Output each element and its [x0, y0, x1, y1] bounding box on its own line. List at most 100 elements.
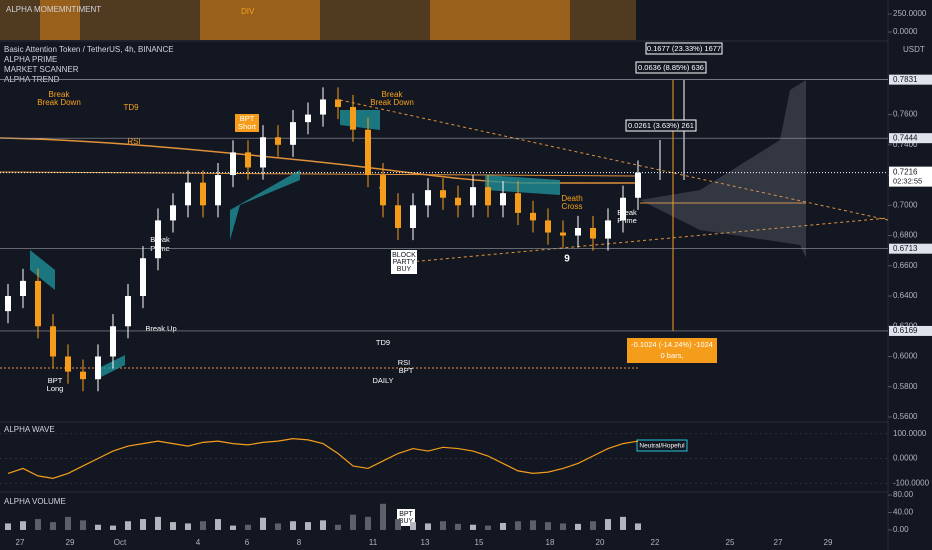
measure-label: 0.0636 (8.85%) 636 — [638, 63, 704, 72]
measure-label: 0 bars, — [661, 351, 684, 360]
y-tick-label: 100.0000 — [893, 429, 927, 438]
x-tick-label: 22 — [651, 538, 660, 547]
signal-label: BPT — [399, 511, 413, 518]
annotation: RSI — [398, 358, 411, 367]
volume-bar — [185, 523, 191, 530]
annotation: Short — [238, 122, 257, 131]
price-level-box — [889, 74, 932, 85]
trend-ribbon — [230, 170, 300, 240]
annotation: Death — [561, 194, 582, 203]
momentum-band — [200, 0, 320, 40]
candle-body — [230, 152, 236, 176]
volume-bar — [530, 520, 536, 530]
measure-label: 0.1677 (23.33%) 1677 — [647, 44, 721, 53]
candle-body — [320, 99, 326, 115]
x-tick-label: 11 — [369, 538, 378, 547]
candle-body — [305, 114, 311, 123]
annotation: DAILY — [372, 376, 393, 385]
volume-bar — [110, 525, 116, 530]
candle-body — [335, 99, 341, 108]
candle-body — [65, 356, 71, 372]
volume-bar — [20, 521, 26, 530]
y-tick-label: 0.6200 — [893, 321, 918, 330]
signal-label: BUY — [399, 518, 414, 525]
volume-bar — [230, 525, 236, 530]
measure-label: -0.1024 (-14.24%) -1024 — [631, 340, 713, 349]
price-level-box — [889, 243, 932, 254]
x-tick-label: 27 — [774, 538, 783, 547]
y-tick-label: 40.00 — [893, 508, 914, 517]
annotation-box — [391, 250, 417, 274]
pane-title: ALPHA WAVE — [4, 425, 55, 434]
annotation: Break Down — [37, 98, 81, 107]
y-tick-label: 0.00 — [893, 525, 909, 534]
y-tick-label: 0.7000 — [893, 200, 918, 209]
annotation: BPT — [399, 366, 414, 375]
y-tick-label: 0.6400 — [893, 291, 918, 300]
price-level-label: 0.7444 — [893, 133, 918, 142]
x-tick-label: 20 — [596, 538, 605, 547]
y-tick-label: 0.5800 — [893, 382, 918, 391]
candle-body — [170, 205, 176, 221]
y-tick-label: 0.0000 — [893, 454, 918, 463]
annotation: RSI — [127, 137, 140, 146]
volume-bar — [395, 519, 401, 530]
indicator-name: ALPHA PRIME — [4, 55, 57, 64]
candle-body — [410, 205, 416, 228]
countdown: 02:32:55 — [893, 177, 922, 186]
candle-body — [365, 129, 371, 176]
x-tick-label: 8 — [297, 538, 302, 547]
candle-body — [185, 182, 191, 206]
candle-body — [125, 296, 131, 327]
x-tick-label: 29 — [66, 538, 75, 547]
volume-bar — [335, 524, 341, 530]
x-tick-label: 25 — [726, 538, 735, 547]
moving-average — [0, 137, 640, 184]
candle-body — [590, 227, 596, 239]
wave-line — [7, 438, 639, 479]
candle-body — [575, 227, 581, 236]
volume-bar — [170, 522, 176, 530]
candle-body — [530, 212, 536, 221]
volume-bar — [80, 520, 86, 530]
volume-bar — [5, 523, 11, 530]
annotation: Break Up — [145, 324, 176, 333]
candle-body — [635, 172, 641, 198]
volume-bar — [95, 524, 101, 530]
candle-body — [140, 258, 146, 297]
annotation: Break — [617, 208, 637, 217]
trend-ribbon — [95, 355, 125, 380]
signal-box — [397, 509, 415, 526]
volume-bar — [140, 519, 146, 530]
x-tick-label: Oct — [114, 538, 127, 547]
candle-body — [515, 193, 521, 213]
price-level-label: 0.6169 — [893, 326, 918, 335]
volume-bar — [590, 521, 596, 530]
annotation: Break Down — [370, 98, 414, 107]
x-tick-label: 6 — [245, 538, 250, 547]
candle-body — [545, 220, 551, 233]
volume-bar — [425, 523, 431, 530]
x-tick-label: 15 — [475, 538, 484, 547]
annotation: Break — [382, 90, 404, 99]
volume-bar — [560, 523, 566, 530]
volume-bar — [350, 514, 356, 530]
symbol-title: Basic Attention Token / TetherUS, 4h, BI… — [4, 45, 174, 54]
candle-body — [215, 175, 221, 206]
volume-bar — [125, 521, 131, 530]
volume-bar — [35, 519, 41, 530]
candle-body — [470, 187, 476, 206]
annotation: BPT — [48, 376, 63, 385]
moving-average — [0, 171, 641, 177]
annotation: Long — [47, 384, 64, 393]
x-tick-label: 18 — [546, 538, 555, 547]
trend-line — [409, 217, 889, 263]
candle-body — [380, 175, 386, 206]
volume-bar — [620, 516, 626, 530]
volume-bar — [365, 516, 371, 530]
candle-body — [110, 326, 116, 357]
volume-bar — [455, 523, 461, 530]
y-tick-label: 0.7400 — [893, 140, 918, 149]
candle-body — [395, 205, 401, 228]
y-tick-label: 0.0000 — [893, 27, 918, 36]
